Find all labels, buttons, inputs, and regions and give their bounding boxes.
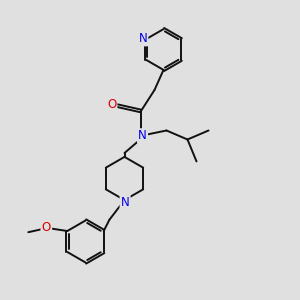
Text: N: N [121, 196, 130, 209]
Text: O: O [107, 98, 116, 111]
Text: O: O [42, 221, 51, 234]
Text: N: N [139, 32, 147, 45]
Text: N: N [138, 129, 147, 142]
